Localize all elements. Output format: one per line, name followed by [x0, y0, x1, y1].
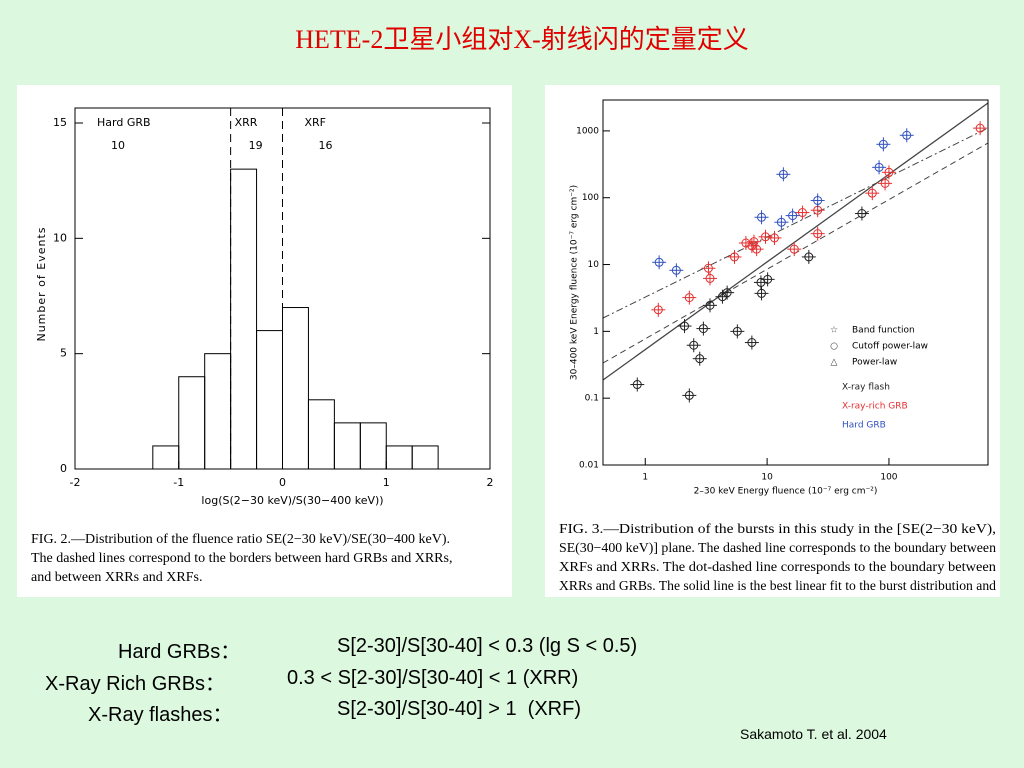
caption: XRRs and GRBs. The solid line is the bes… — [559, 579, 996, 594]
caption: SE(30−400 keV)] plane. The dashed line c… — [559, 541, 996, 556]
legend-label: Power-law — [852, 358, 897, 368]
bar — [411, 445, 439, 470]
y-tick-label: 1000 — [576, 126, 599, 136]
point — [757, 288, 767, 298]
caption: XRFs and XRRs. The dot-dashed line corre… — [559, 560, 996, 575]
point — [654, 257, 664, 267]
point — [684, 390, 694, 400]
caption: FIG. 3.—Distribution of the bursts in th… — [559, 522, 996, 537]
definition-rule: S[2-30]/S[30-40] < 0.3 (lg S < 0.5) — [337, 635, 638, 657]
legend-label: Hard GRB — [842, 421, 886, 431]
x-tick-label: -2 — [70, 476, 81, 489]
point — [857, 209, 867, 219]
point — [788, 211, 798, 221]
definition-term: Hard GRBs： — [118, 641, 241, 663]
point — [632, 380, 642, 390]
point — [757, 212, 767, 222]
point — [729, 252, 739, 262]
point — [705, 273, 715, 283]
x-tick-label: 0 — [279, 476, 286, 489]
plot-frame — [602, 99, 989, 466]
y-tick-label: 10 — [53, 231, 67, 244]
x-axis-label: 2–30 keV Energy fluence (10⁻⁷ erg cm⁻²) — [694, 487, 878, 497]
point — [884, 167, 894, 177]
y-tick-label: 10 — [588, 260, 600, 270]
legend-label: Band function — [852, 326, 915, 336]
point — [689, 340, 699, 350]
point — [703, 263, 713, 273]
point — [789, 244, 799, 254]
legend-label: X-ray-rich GRB — [842, 402, 908, 412]
legend-label: Cutoff power-law — [852, 342, 928, 352]
point — [769, 233, 779, 243]
region-count: 10 — [111, 139, 125, 152]
legend-symbol: ○ — [830, 342, 838, 352]
point — [763, 274, 773, 284]
y-tick-label: 5 — [60, 347, 67, 360]
point — [878, 139, 888, 149]
point — [732, 326, 742, 336]
point — [684, 293, 694, 303]
point — [698, 324, 708, 334]
y-axis-label: 30–400 keV Energy fluence (10⁻⁷ erg cm⁻²… — [570, 185, 580, 380]
y-tick-label: 15 — [53, 116, 67, 129]
point — [902, 130, 912, 140]
legend-symbol: ☆ — [830, 326, 838, 336]
point — [880, 178, 890, 188]
figure-panel — [545, 85, 1000, 597]
y-tick-label: 0 — [60, 462, 67, 475]
figure-panel — [17, 85, 512, 597]
point — [778, 169, 788, 179]
x-tick-label: -1 — [173, 476, 184, 489]
x-axis-label: log(S(2−30 keV)/S(30−400 keV)) — [201, 494, 383, 507]
fit-line — [602, 102, 989, 381]
caption: The dashed lines correspond to the borde… — [31, 551, 452, 566]
y-tick-label: 1 — [593, 327, 599, 337]
region-label: Hard GRB — [97, 116, 151, 129]
region-label: XRF — [305, 116, 327, 129]
x-tick-label: 2 — [487, 476, 494, 489]
x-tick-label: 1 — [383, 476, 390, 489]
point — [804, 252, 814, 262]
point — [813, 229, 823, 239]
point — [705, 300, 715, 310]
point — [813, 195, 823, 205]
caption: and between XRRs and XRFs. — [31, 570, 203, 585]
point — [752, 244, 762, 254]
point — [695, 354, 705, 364]
y-axis-label: Number of Events — [35, 226, 48, 341]
y-tick-label: 0.01 — [579, 461, 599, 471]
credit: Sakamoto T. et al. 2004 — [740, 726, 887, 742]
region-count: 16 — [319, 139, 333, 152]
point — [653, 305, 663, 315]
definition-rule: S[2-30]/S[30-40] > 1 (XRF) — [337, 698, 581, 720]
y-tick-label: 100 — [582, 193, 599, 203]
point — [680, 321, 690, 331]
x-tick-label: 100 — [880, 473, 897, 483]
legend-label: X-ray flash — [842, 383, 890, 393]
point — [722, 288, 732, 298]
region-count: 19 — [249, 139, 263, 152]
caption: FIG. 2.—Distribution of the fluence rati… — [31, 532, 450, 547]
region-label: XRR — [235, 116, 258, 129]
point — [867, 188, 877, 198]
definition-term: X-Ray Rich GRBs： — [45, 673, 226, 695]
x-tick-label: 10 — [761, 473, 773, 483]
definition-term: X-Ray flashes： — [88, 704, 233, 726]
x-tick-label: 1 — [642, 473, 648, 483]
point — [975, 123, 985, 133]
point — [760, 232, 770, 242]
xrr-grb-boundary — [602, 127, 989, 319]
legend-symbol: △ — [831, 358, 838, 368]
definition-rule: 0.3 < S[2-30]/S[30-40] < 1 (XRR) — [287, 667, 579, 689]
y-tick-label: 0.1 — [585, 394, 599, 404]
point — [797, 208, 807, 218]
slide-title: HETE-2卫星小组对X-射线闪的定量定义 — [295, 25, 749, 54]
point — [776, 217, 786, 227]
point — [671, 265, 681, 275]
point — [747, 338, 757, 348]
point — [874, 162, 884, 172]
